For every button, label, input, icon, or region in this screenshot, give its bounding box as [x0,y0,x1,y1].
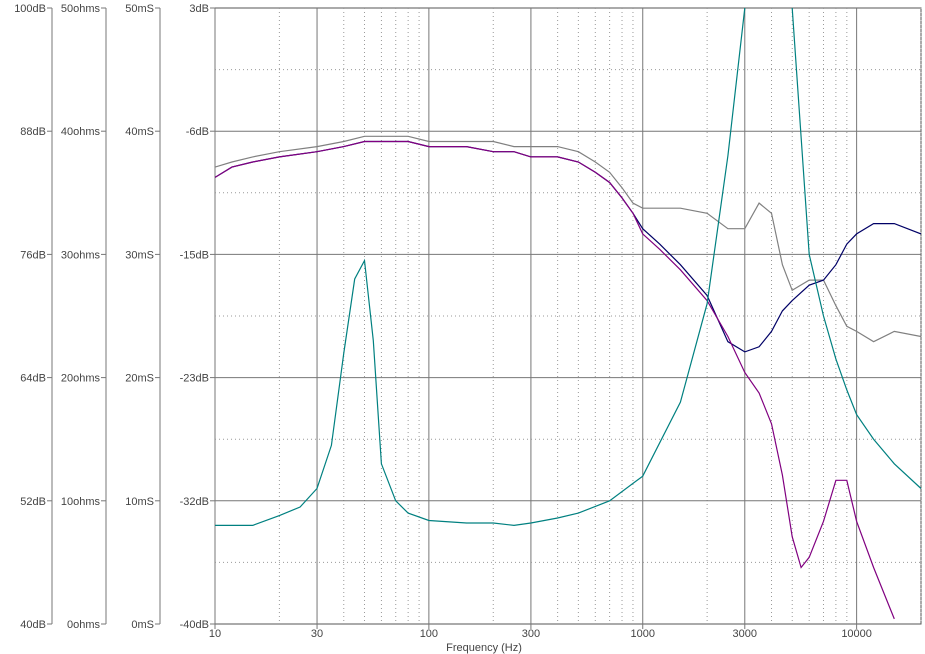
chart-axes: 100dB 88dB 76dB 64dB 52dB 40dB 50ohms 40ohms 30o… [14,3,872,640]
y-tick-label: -6dB [186,126,209,138]
y-tick-label: 40mS [125,126,154,138]
y-tick-label: -40dB [180,619,209,631]
y-tick-label: 10mS [125,496,154,508]
x-tick-label: 3000 [733,628,757,640]
y-tick-label: 64dB [20,373,46,385]
y-tick-label: 20mS [125,373,154,385]
y-tick-label: 0ohms [67,619,101,631]
series-line [215,8,746,527]
y-tick-label: 20ohms [61,373,101,385]
y-tick-label: -23dB [180,373,209,385]
chart-series [215,8,921,620]
x-tick-label: 10 [209,628,221,640]
x-tick-label: 300 [522,628,540,640]
y-tick-label: -15dB [180,249,209,261]
y-tick-label: 10ohms [61,496,101,508]
series-line [791,8,921,489]
series-line [215,140,895,620]
y-tick-label: 88dB [20,126,46,138]
y-tick-label: 0mS [131,619,154,631]
y-tick-label: -32dB [180,496,209,508]
y-tick-label: 3dB [189,3,209,15]
y-tick-label: 30ohms [61,249,101,261]
y-tick-label: 100dB [14,3,46,15]
y-tick-label: 50ohms [61,3,101,15]
x-axis-label: Frequency (Hz) [446,642,522,654]
y-tick-label: 40ohms [61,126,101,138]
x-tick-label: 1000 [631,628,655,640]
y-tick-label: 30mS [125,249,154,261]
x-tick-label: 10000 [841,628,872,640]
y-tick-label: 40dB [20,619,46,631]
x-tick-label: 30 [311,628,323,640]
x-tick-label: 100 [420,628,438,640]
y-tick-label: 50mS [125,3,154,15]
y-tick-label: 52dB [20,496,46,508]
y-tick-label: 76dB [20,249,46,261]
